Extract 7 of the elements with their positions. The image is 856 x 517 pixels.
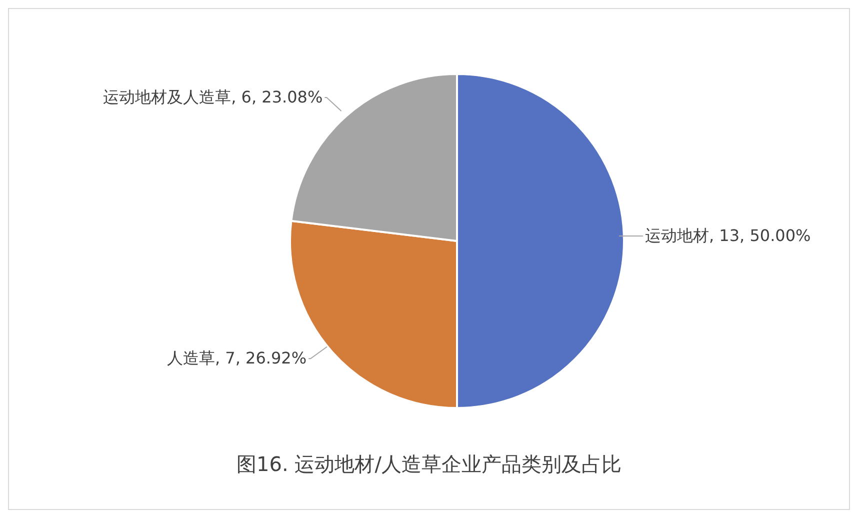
text: 图16. 运动地材/人造草企业产品类别及占比 <box>236 452 622 476</box>
data-label: , 7, 26.92% <box>215 348 307 368</box>
slice-label: 人造草 <box>167 348 215 368</box>
data-label: , 6, 23.08% <box>231 88 323 107</box>
data-label: , 13, 50.00% <box>709 226 811 245</box>
slice-label: 运动地材 <box>645 226 709 245</box>
slice-label: 运动地材及人造草 <box>103 88 232 107</box>
